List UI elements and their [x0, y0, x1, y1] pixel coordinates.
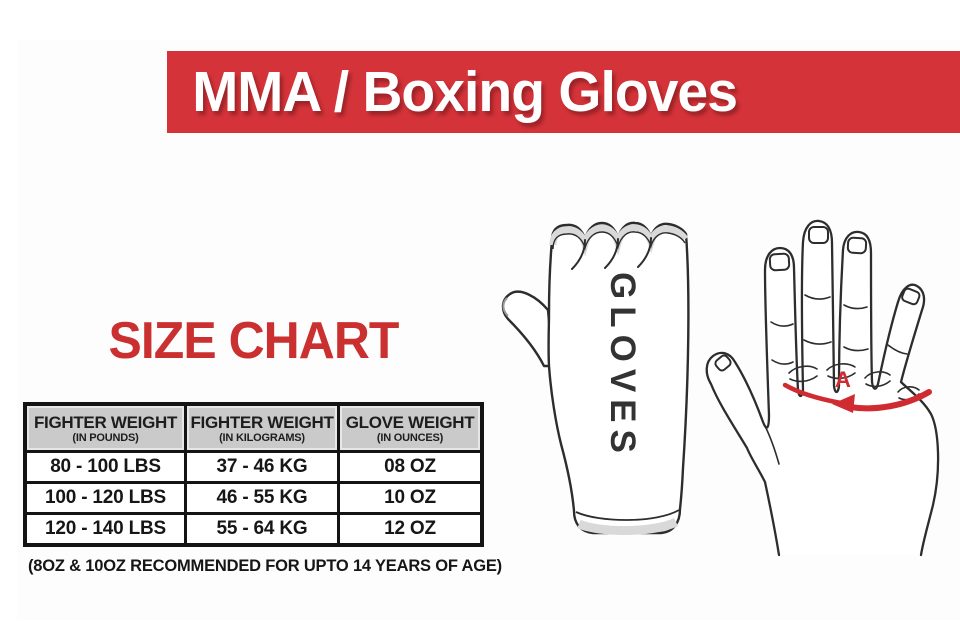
page-title: MMA / Boxing Gloves [192, 60, 738, 124]
cell-kg: 37 - 46 KG [184, 450, 340, 484]
cell-kg: 55 - 64 KG [184, 512, 340, 547]
cell-lbs: 80 - 100 LBS [23, 450, 187, 484]
cell-lbs: 100 - 120 LBS [23, 481, 187, 515]
cell-kg: 46 - 55 KG [184, 481, 340, 515]
glove-outline [547, 221, 690, 535]
header-fighter-weight-lbs: FIGHTER WEIGHT (IN POUNDS) [23, 402, 187, 453]
header-fighter-weight-kg: FIGHTER WEIGHT (IN KILOGRAMS) [184, 402, 340, 453]
title-banner: MMA / Boxing Gloves [167, 51, 960, 133]
hand-illustration: A [705, 219, 940, 557]
cell-lbs: 120 - 140 LBS [23, 512, 187, 547]
measurement-label-a: A [835, 367, 851, 392]
table-row: 120 - 140 LBS 55 - 64 KG 12 OZ [23, 512, 484, 547]
cell-oz: 08 OZ [337, 450, 484, 484]
glove-thumb [501, 290, 555, 368]
size-chart-table: FIGHTER WEIGHT (IN POUNDS) FIGHTER WEIGH… [23, 402, 484, 547]
size-chart-heading: SIZE CHART [108, 312, 400, 370]
header-glove-weight-oz: GLOVE WEIGHT (IN OUNCES) [337, 402, 484, 453]
measurement-arrow [782, 382, 932, 413]
recommendation-note: (8OZ & 10OZ RECOMMENDED FOR UPTO 14 YEAR… [28, 557, 502, 575]
fingernails [714, 226, 921, 372]
header-subtitle: (IN OUNCES) [376, 431, 444, 444]
header-title: FIGHTER WEIGHT [33, 412, 178, 432]
table-header-row: FIGHTER WEIGHT (IN POUNDS) FIGHTER WEIGH… [23, 402, 484, 453]
hand-outline [705, 219, 940, 557]
glove-vertical-label: GLOVES [603, 272, 642, 460]
table-row: 80 - 100 LBS 37 - 46 KG 08 OZ [23, 450, 484, 484]
header-title: GLOVE WEIGHT [345, 412, 475, 432]
header-subtitle: (IN POUNDS) [72, 431, 139, 444]
hand-creases [764, 294, 920, 465]
glove-illustration [501, 221, 690, 536]
table-row: 100 - 120 LBS 46 - 55 KG 10 OZ [23, 481, 484, 515]
cell-oz: 12 OZ [337, 512, 484, 547]
glove-finger-divisions [571, 237, 652, 270]
header-title: FIGHTER WEIGHT [190, 412, 334, 432]
glove-cuff-line [575, 509, 680, 521]
cell-oz: 10 OZ [337, 481, 484, 515]
glove-thumb-seam [502, 297, 509, 317]
glove-cuff-shading [577, 517, 679, 536]
arrowhead-icon [832, 394, 855, 413]
header-subtitle: (IN KILOGRAMS) [219, 431, 305, 444]
